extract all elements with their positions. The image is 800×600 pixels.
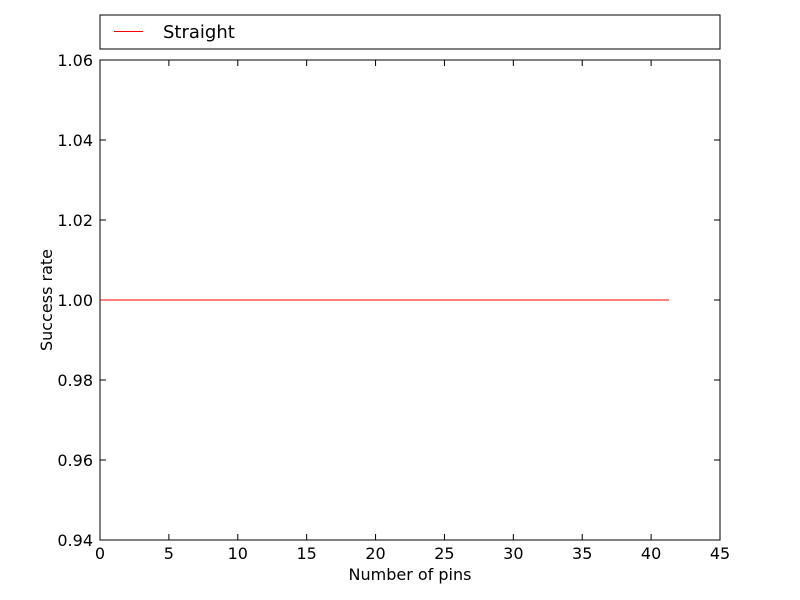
x-tick-label: 0 xyxy=(95,544,105,563)
y-tick-label: 1.06 xyxy=(57,51,93,70)
x-tick-label: 35 xyxy=(572,544,592,563)
y-axis-ticks: 0.94 0.96 0.98 1.00 1.02 1.04 1.06 xyxy=(57,51,720,550)
x-tick-label: 20 xyxy=(365,544,385,563)
y-tick-label: 1.00 xyxy=(57,291,93,310)
x-tick-label: 30 xyxy=(503,544,523,563)
x-tick-label: 40 xyxy=(641,544,661,563)
legend-label-straight: Straight xyxy=(163,22,235,43)
x-axis-label: Number of pins xyxy=(349,565,472,584)
legend-frame xyxy=(99,14,721,50)
y-tick-label: 1.04 xyxy=(57,131,93,150)
x-tick-label: 15 xyxy=(296,544,316,563)
x-axis-ticks: 0 5 10 15 20 25 30 35 40 45 xyxy=(95,60,730,563)
legend: Straight xyxy=(99,14,721,50)
y-axis-label: Success rate xyxy=(37,249,56,351)
y-tick-label: 0.98 xyxy=(57,371,93,390)
y-tick-label: 0.96 xyxy=(57,451,93,470)
x-tick-label: 25 xyxy=(434,544,454,563)
x-tick-label: 5 xyxy=(164,544,174,563)
y-tick-label: 0.94 xyxy=(57,531,93,550)
x-tick-label: 10 xyxy=(228,544,248,563)
x-tick-label: 45 xyxy=(710,544,730,563)
y-tick-label: 1.02 xyxy=(57,211,93,230)
